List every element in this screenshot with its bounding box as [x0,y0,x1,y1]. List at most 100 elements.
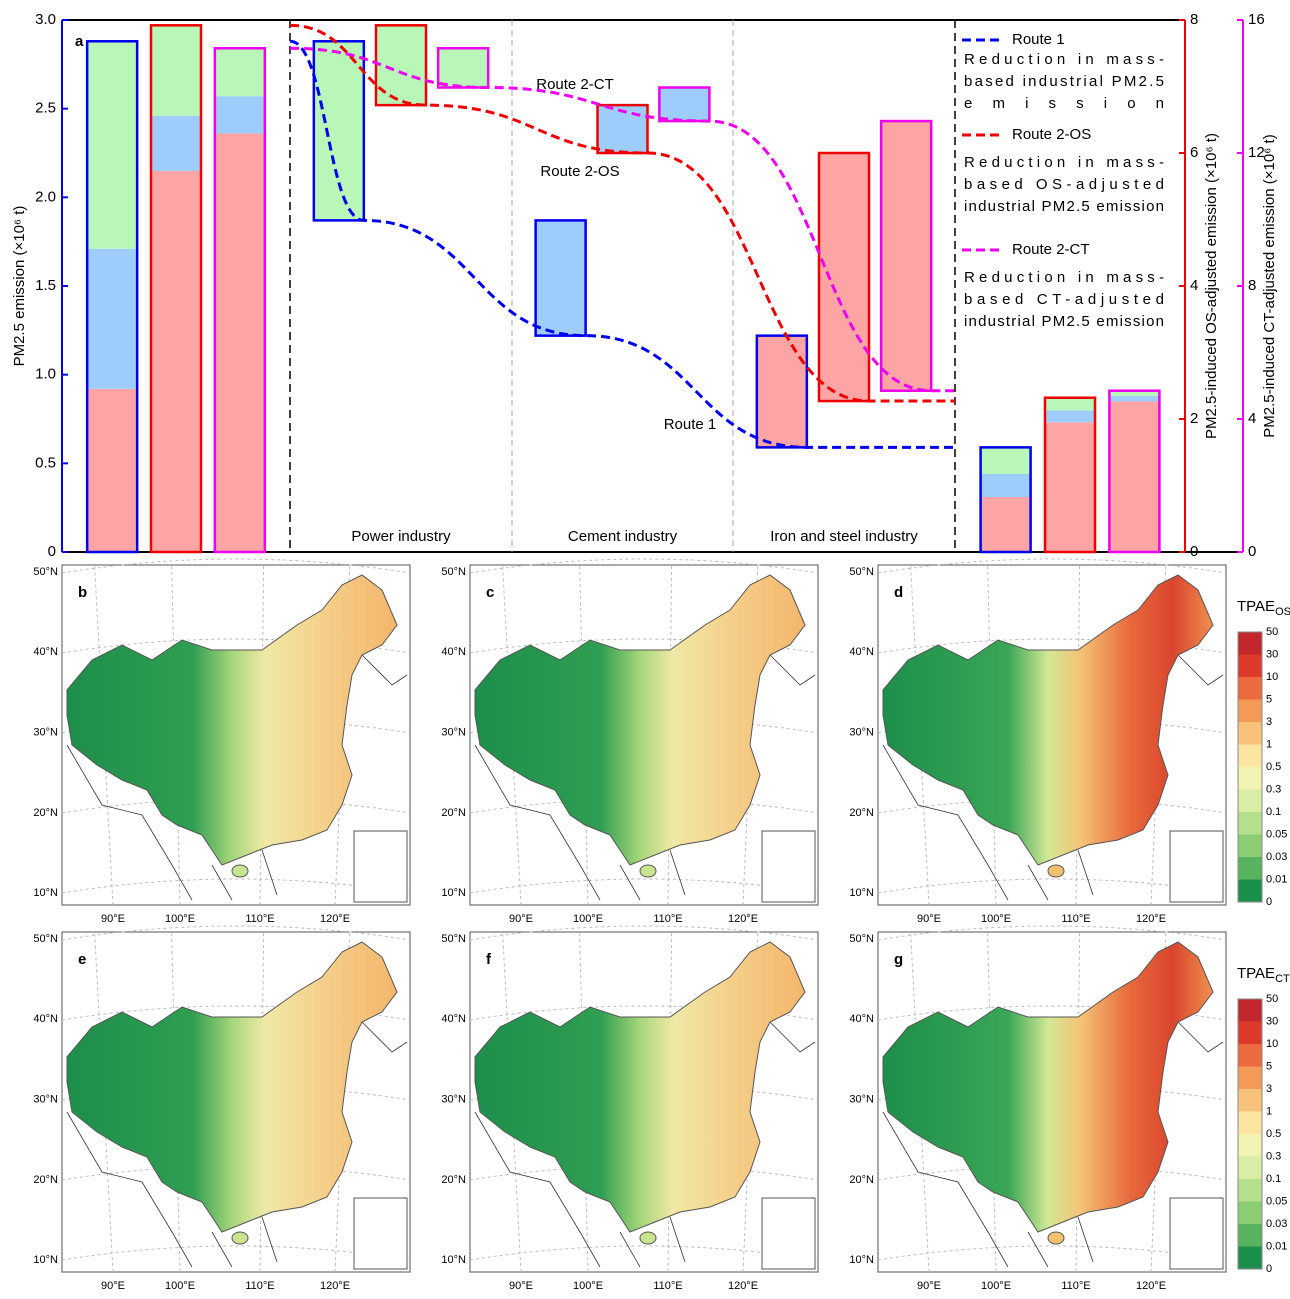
lat-label: 50°N [849,566,874,578]
tick-label: 4 [1190,277,1198,294]
stack-segment [87,249,137,389]
hainan [232,1232,248,1244]
stack-segment [981,497,1031,552]
reduction-bar [314,41,364,220]
colorbar-band [1238,1112,1262,1135]
legend-description: based CT-adjusted [964,291,1164,308]
colorbar-band [1238,745,1262,768]
colorbar-label: 1 [1266,1105,1272,1117]
colorbar-band [1238,767,1262,790]
lat-label: 30°N [849,1094,874,1106]
panel-letter: d [894,584,903,601]
colorbar-label: 0.1 [1266,1173,1281,1185]
colorbar-label: 0 [1266,1263,1272,1275]
colorbar-band [1238,677,1262,700]
lon-label: 100°E [165,1280,195,1292]
colorbar-band [1238,1022,1262,1045]
panel-letter: b [78,584,87,601]
lon-label: 110°E [653,1280,682,1292]
colorbar-label: 10 [1266,671,1278,683]
colorbar-subscript: CT [1275,973,1290,985]
colorbar-label: 3 [1266,1083,1272,1095]
tick-label: 8 [1190,11,1198,28]
lon-label: 100°E [573,1280,603,1292]
lon-label: 100°E [573,913,603,925]
stack-segment [215,48,265,96]
colorbar-band [1238,812,1262,835]
map-panel: c50°N40°N30°N20°N10°N90°E100°E110°E120°E [441,559,818,925]
colorbar-band [1238,835,1262,858]
legend-label: Route 1 [1012,31,1065,48]
reduction-bar [757,336,807,448]
legend-description: Reduction in mass- [964,269,1164,286]
stack-segment [1045,398,1095,411]
colorbar-label: 0.5 [1266,1128,1281,1140]
lon-label: 110°E [245,1280,274,1292]
lat-label: 10°N [33,887,58,899]
colorbar-band [1238,790,1262,813]
legend-label: Route 2-CT [1012,241,1090,258]
tick-label: 1.5 [35,277,56,294]
lat-label: 10°N [441,1254,466,1266]
colorbar-title: TPAEOS [1237,598,1290,618]
stack-segment [151,171,201,552]
curve-label: Route 2-OS [540,163,619,180]
lon-label: 90°E [917,913,941,925]
colorbar-label: 50 [1266,993,1278,1005]
stack-segment [215,96,265,133]
legend-description: emission [964,95,1164,112]
stack-segment [151,116,201,171]
map-panel: e50°N40°N30°N20°N10°N90°E100°E110°E120°E [33,926,410,1292]
colorbar-band [1238,1044,1262,1067]
panel-letter: c [486,584,494,601]
map-panel: d50°N40°N30°N20°N10°N90°E100°E110°E120°E [849,559,1226,925]
legend-description: based industrial PM2.5 [964,73,1164,90]
tick-label: 0 [1248,543,1256,560]
lon-label: 90°E [917,1280,941,1292]
colorbar-label: 0.3 [1266,783,1281,795]
stack-segment [981,447,1031,474]
colorbar-label: 0 [1266,896,1272,908]
colorbar-title: TPAECT [1237,965,1290,985]
colorbar-band [1238,700,1262,723]
lat-label: 20°N [849,807,874,819]
colorbar-label: 30 [1266,1015,1278,1027]
lon-label: 120°E [320,1280,350,1292]
tick-label: 4 [1248,410,1256,427]
y2-axis-label: PM2.5-induced OS-adjusted emission (×10⁶… [1203,133,1220,439]
lat-label: 30°N [33,727,58,739]
south-sea-inset [354,831,407,902]
lon-label: 110°E [245,913,274,925]
tick-label: 0.5 [35,454,56,471]
lon-label: 120°E [1136,913,1166,925]
tick-label: 2.5 [35,100,56,117]
tick-label: 6 [1190,144,1198,161]
stack-segment [1045,422,1095,552]
lat-label: 30°N [441,1094,466,1106]
lon-label: 90°E [509,1280,533,1292]
colorbar-label: 0.01 [1266,873,1287,885]
tick-label: 12 [1248,144,1265,161]
hainan [232,865,248,877]
colorbar-band [1238,999,1262,1022]
legend-description: industrial PM2.5 emission [964,198,1164,215]
colorbar-label: 0.01 [1266,1240,1287,1252]
tick-label: 0 [1190,543,1198,560]
colorbar-label: 0.05 [1266,1195,1287,1207]
lon-label: 90°E [509,913,533,925]
colorbar-label: 50 [1266,626,1278,638]
lat-label: 50°N [441,933,466,945]
stack-segment [1109,401,1159,552]
tick-label: 3.0 [35,11,56,28]
lat-label: 40°N [33,646,58,658]
lat-label: 50°N [33,566,58,578]
south-sea-inset [1170,1198,1223,1269]
reduction-bar [438,48,488,87]
colorbar-label: 0.1 [1266,806,1281,818]
colorbar-label: 3 [1266,716,1272,728]
colorbar-label: 30 [1266,648,1278,660]
colorbar-band [1238,632,1262,655]
legend-description: industrial PM2.5 emission [964,313,1164,330]
